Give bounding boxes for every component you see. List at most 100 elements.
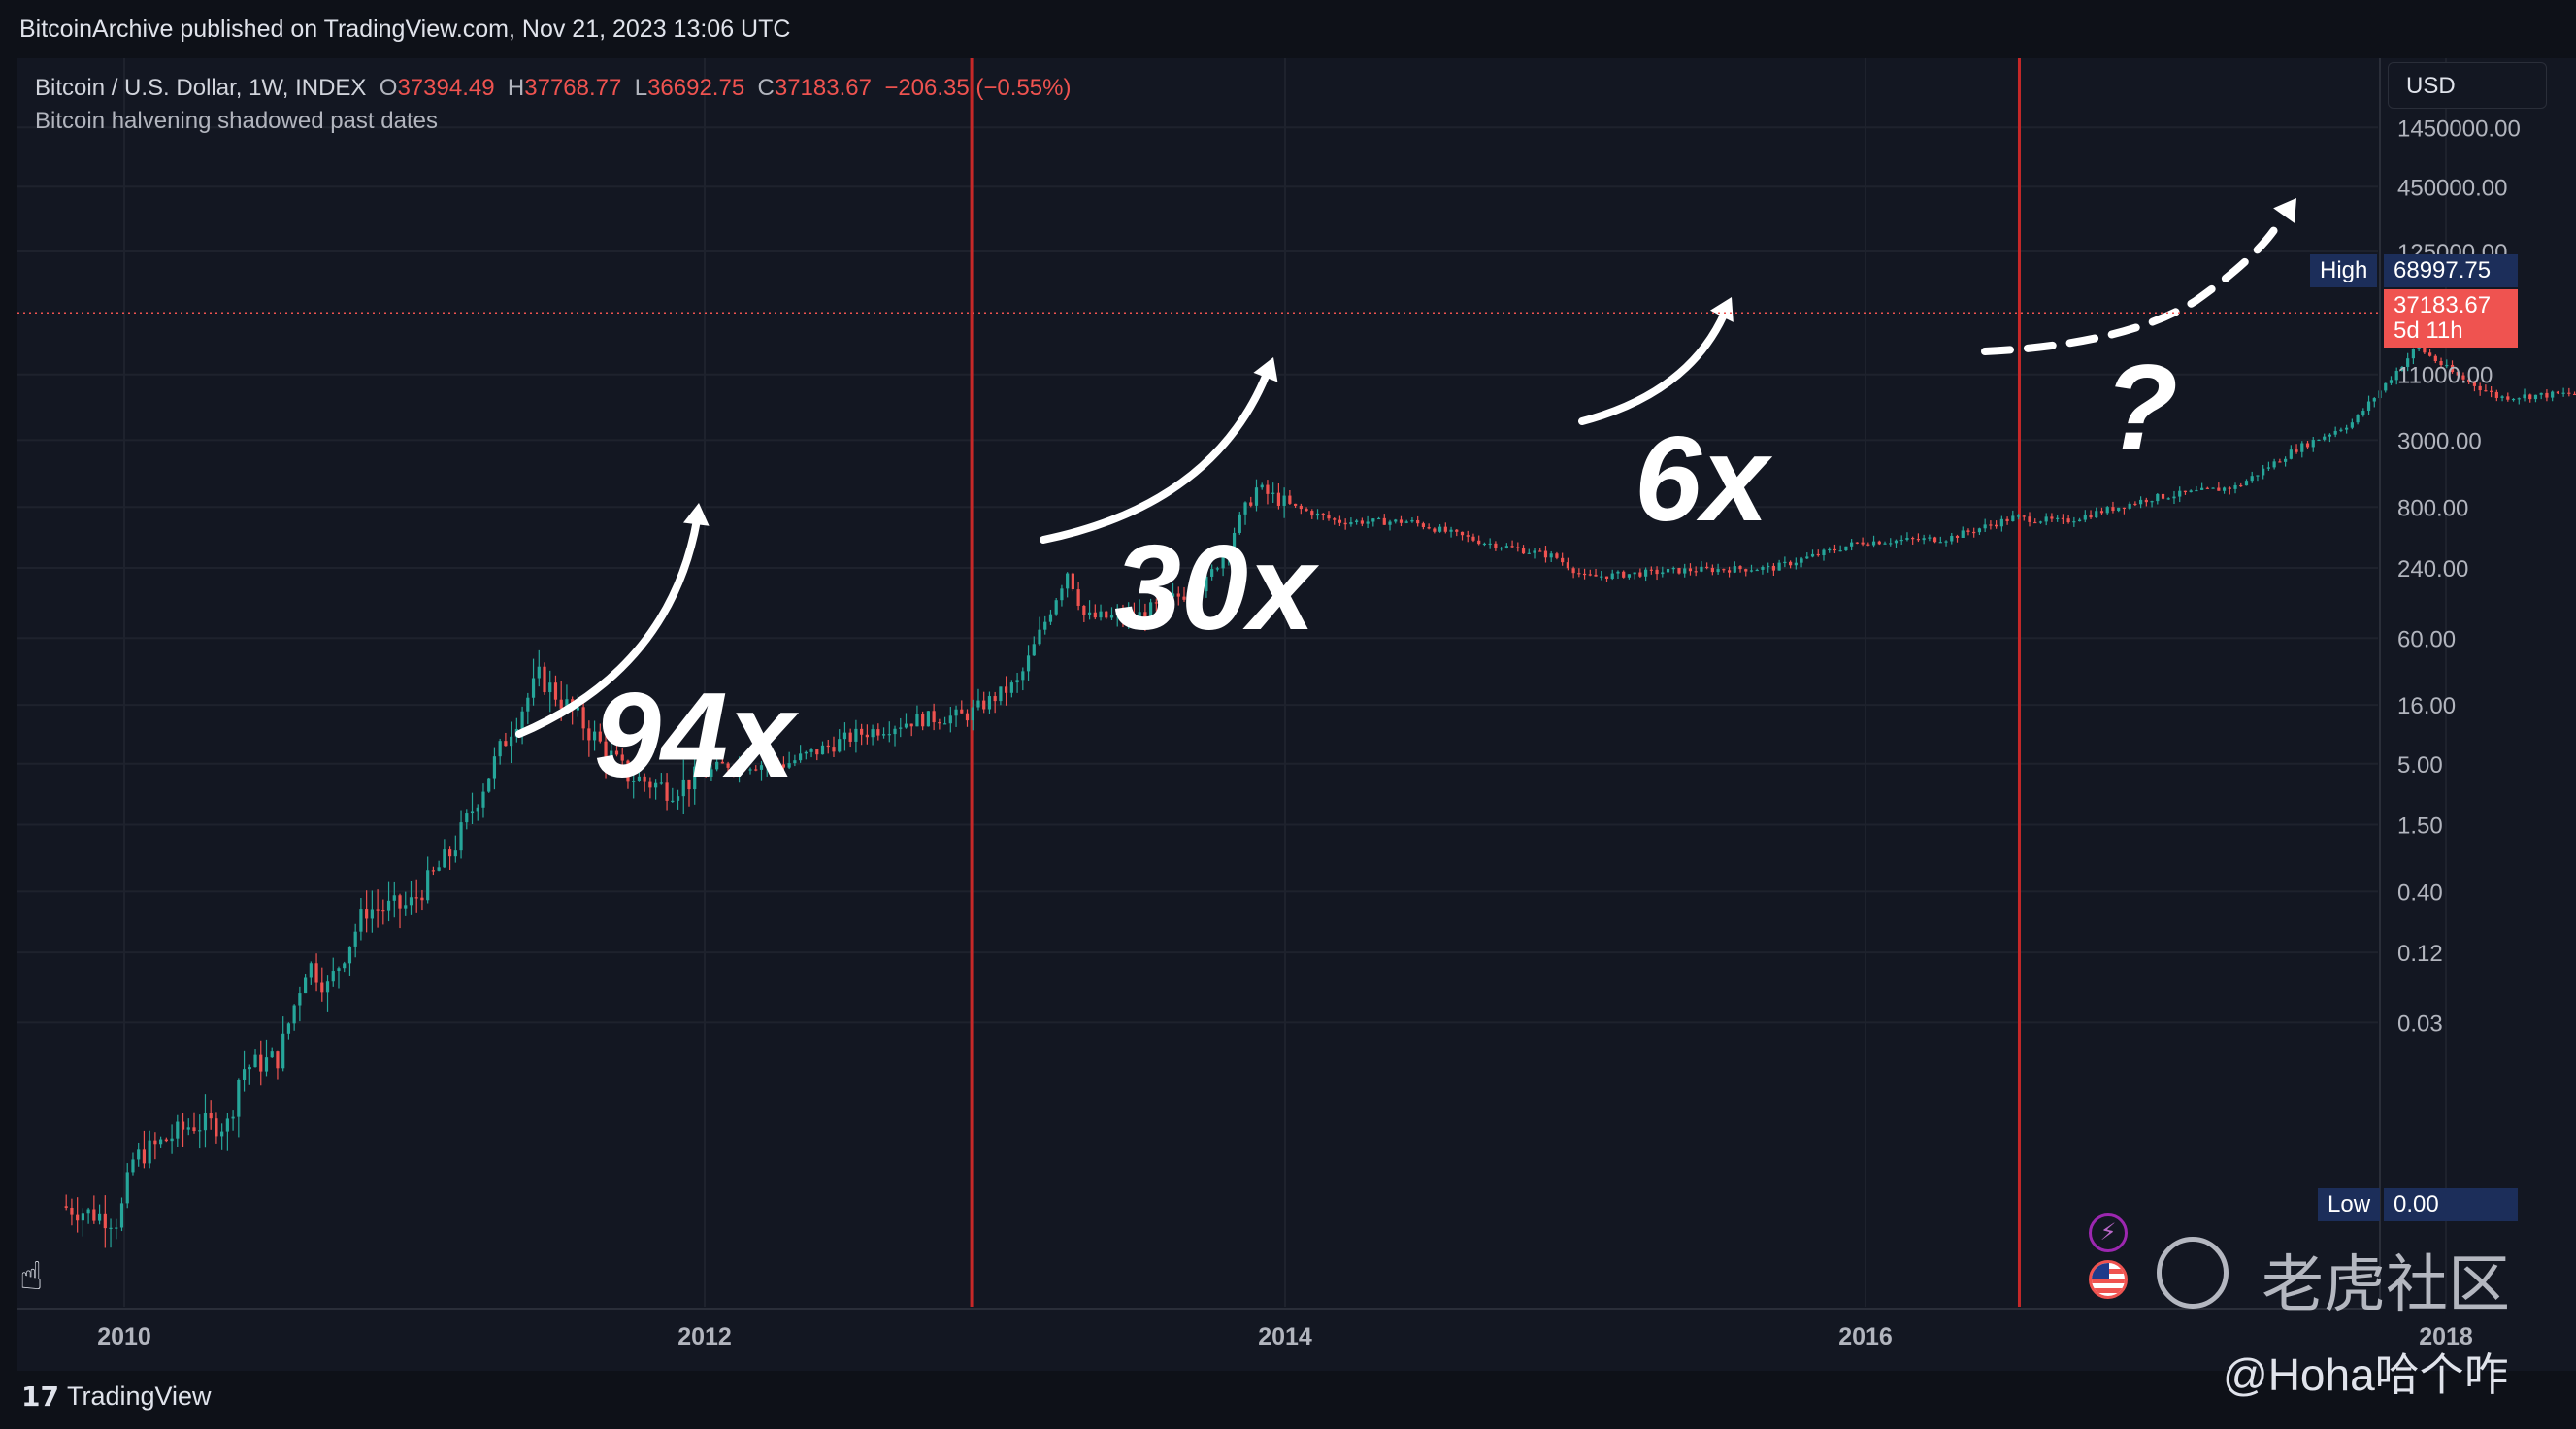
candle-body xyxy=(659,782,663,784)
candle-body xyxy=(2411,349,2415,359)
indicator-label[interactable]: Bitcoin halvening shadowed past dates xyxy=(35,108,438,134)
candle-body xyxy=(2038,521,2043,523)
candle-body xyxy=(1995,524,1998,527)
candle-body xyxy=(815,749,819,755)
candle-body xyxy=(81,1213,84,1221)
candle-body xyxy=(2333,430,2337,435)
candle-body xyxy=(2478,385,2482,391)
candle-body xyxy=(960,709,964,714)
candle-body xyxy=(1783,561,1787,564)
tradingview-logo[interactable]: 𝟭𝟳 TradingView xyxy=(21,1380,212,1412)
candle-body xyxy=(248,1067,251,1070)
candle-body xyxy=(1755,569,1759,572)
candle-body xyxy=(220,1131,224,1137)
candle-body xyxy=(2061,517,2064,519)
candle-body xyxy=(2472,382,2477,386)
candle-body xyxy=(1054,600,1058,615)
candle-body xyxy=(1132,614,1137,619)
candle-body xyxy=(1388,521,1392,525)
candle-body xyxy=(1115,613,1119,615)
price-tick-label: 0.03 xyxy=(2397,1011,2443,1037)
candle-body xyxy=(1238,514,1241,533)
us-flag-event-icon[interactable] xyxy=(2089,1260,2128,1299)
candle-body xyxy=(620,754,624,761)
candle-body xyxy=(2239,484,2243,487)
candle-body xyxy=(347,946,352,964)
candle-body xyxy=(687,779,691,790)
candle-body xyxy=(948,715,952,724)
candle-body xyxy=(982,700,986,710)
candle-body xyxy=(1944,541,1948,543)
candle-body xyxy=(820,745,825,755)
candle-body xyxy=(203,1113,208,1131)
candle-body xyxy=(1805,556,1809,559)
price-tick-label: 60.00 xyxy=(2397,626,2456,652)
candle-body xyxy=(2050,516,2054,519)
candle-body xyxy=(137,1149,141,1160)
watermark-user: @Hoha哈个咋 xyxy=(2223,1349,2509,1400)
candle-body xyxy=(1816,553,1820,556)
arrow-head xyxy=(1709,297,1734,322)
candle-body xyxy=(1828,548,1832,551)
candle-body xyxy=(1176,593,1180,597)
candle-body xyxy=(2572,393,2576,396)
drawing-tool-icon[interactable]: ☝ xyxy=(19,1255,44,1298)
candle-body xyxy=(1160,597,1164,603)
candle-body xyxy=(1193,595,1198,597)
candle-body xyxy=(1038,629,1041,645)
price-tick-label: 240.00 xyxy=(2397,556,2468,582)
candle-body xyxy=(1771,565,1776,571)
candle-body xyxy=(1105,611,1108,618)
candle-body xyxy=(181,1121,185,1130)
candle-body xyxy=(771,761,775,765)
candle-body xyxy=(1254,487,1259,506)
candle-body xyxy=(1716,569,1720,573)
ohlc-close-value: 37183.67 xyxy=(774,75,872,101)
candle-body xyxy=(610,750,613,760)
candle-body xyxy=(1655,569,1659,575)
candle-body xyxy=(926,711,930,727)
candle-body xyxy=(921,714,925,727)
candle-body xyxy=(159,1139,163,1145)
candle-body xyxy=(754,769,758,771)
candle-body xyxy=(1749,570,1754,572)
annotation-arrow xyxy=(515,516,701,738)
candle-body xyxy=(1215,568,1219,570)
candle-body xyxy=(437,867,441,871)
candle-body xyxy=(1009,682,1013,693)
candle-body xyxy=(192,1127,196,1132)
candle-body xyxy=(2066,518,2070,523)
candle-body xyxy=(1382,517,1386,525)
price-tick-label: 800.00 xyxy=(2397,495,2468,521)
candle-body xyxy=(804,751,808,754)
candle-body xyxy=(86,1209,90,1214)
candle-body xyxy=(1616,571,1620,574)
candle-body xyxy=(1705,566,1709,569)
candle-body xyxy=(1972,531,1976,534)
chart-area[interactable] xyxy=(17,58,2576,1371)
candle-body xyxy=(2095,511,2098,518)
candle-body xyxy=(1315,513,1320,516)
candle-body xyxy=(2211,487,2215,489)
candle-body xyxy=(932,711,936,723)
price-tick-label: 1450000.00 xyxy=(2397,116,2521,142)
candle-body xyxy=(2311,440,2315,448)
candle-body xyxy=(2551,391,2555,398)
currency-button[interactable]: USD xyxy=(2388,62,2547,109)
candle-body xyxy=(1099,611,1103,618)
candle-body xyxy=(1683,568,1687,574)
candle-body xyxy=(1666,569,1670,573)
candle-body xyxy=(1938,542,1942,544)
lightning-event-icon[interactable]: ⚡ xyxy=(2089,1213,2128,1252)
bar-countdown: 5d 11h xyxy=(2394,317,2463,344)
candle-body xyxy=(1087,612,1092,615)
candle-body xyxy=(1989,524,1993,526)
candle-body xyxy=(1922,538,1926,541)
candle-body xyxy=(1543,550,1548,558)
last-price-value: 37183.67 xyxy=(2394,292,2492,318)
candle-body xyxy=(993,696,997,702)
candle-body xyxy=(215,1118,218,1137)
candle-body xyxy=(1416,519,1420,524)
candle-body xyxy=(1582,573,1587,576)
